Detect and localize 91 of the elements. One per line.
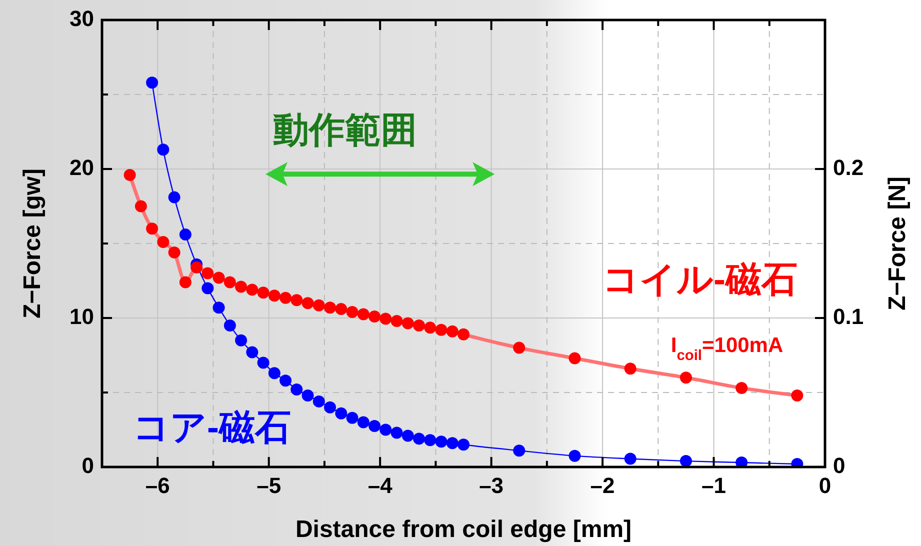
point <box>736 382 748 394</box>
point <box>458 438 470 451</box>
annotation: I$_{coil}$=100mA <box>670 334 784 364</box>
point <box>402 317 414 330</box>
point <box>368 420 381 432</box>
point <box>736 456 748 467</box>
point <box>280 374 292 387</box>
series-label: コイル-磁石 <box>602 258 798 300</box>
y2-tick-label: 0.2 <box>833 154 864 180</box>
point <box>202 282 214 294</box>
point <box>190 261 203 274</box>
point <box>146 222 158 235</box>
point <box>157 144 170 156</box>
point <box>257 356 270 369</box>
point <box>335 407 348 420</box>
point <box>212 302 225 314</box>
point <box>680 372 692 384</box>
x-tick-label: –4 <box>368 473 394 498</box>
point <box>324 302 336 314</box>
point <box>224 319 236 332</box>
point <box>312 395 325 408</box>
point <box>179 228 192 241</box>
point <box>435 436 448 448</box>
y-tick-label: 30 <box>70 6 94 31</box>
point <box>346 306 358 318</box>
point <box>224 276 236 288</box>
point <box>202 267 214 280</box>
point <box>390 426 403 439</box>
point <box>402 430 414 442</box>
point <box>413 319 426 332</box>
y-tick-label: 10 <box>70 304 94 329</box>
point <box>157 236 170 248</box>
y2-tick-label: 0 <box>833 452 846 478</box>
point <box>791 389 804 402</box>
y2-tick-label: 0.1 <box>833 304 864 329</box>
point <box>268 367 280 380</box>
x-tick-label: –3 <box>479 473 504 498</box>
point <box>380 424 392 436</box>
point <box>168 191 180 204</box>
point <box>357 416 370 428</box>
x-tick-label: –5 <box>256 473 282 498</box>
x-axis-title: Distance from coil edge [mm] <box>295 516 632 543</box>
point <box>624 452 636 465</box>
point <box>168 246 180 258</box>
point <box>268 290 280 302</box>
point <box>424 322 436 334</box>
x-tick-label: 0 <box>818 473 832 498</box>
point <box>335 303 348 316</box>
point <box>390 314 403 327</box>
point <box>446 437 458 450</box>
point <box>413 432 426 445</box>
point <box>302 389 314 402</box>
point <box>568 352 581 364</box>
point <box>246 284 258 296</box>
y-tick-label: 0 <box>82 452 94 478</box>
point <box>680 455 692 467</box>
point <box>324 401 336 414</box>
point <box>368 310 381 323</box>
point <box>346 412 358 424</box>
y-axis-title: Z−Force [gw] <box>19 168 46 319</box>
point <box>134 200 147 212</box>
point <box>280 292 292 304</box>
point <box>290 384 303 396</box>
y-tick-label: 20 <box>70 154 94 180</box>
point <box>290 294 303 306</box>
point <box>357 308 370 320</box>
point <box>513 342 526 354</box>
point <box>257 286 270 299</box>
point <box>146 76 158 89</box>
x-tick-label: –1 <box>702 473 726 498</box>
point <box>458 328 470 340</box>
point <box>312 299 325 312</box>
annotation: 動作範囲 <box>273 109 418 150</box>
series-label: コア-磁石 <box>133 406 291 448</box>
point <box>513 444 526 457</box>
point <box>179 276 192 288</box>
point <box>212 272 225 284</box>
x-tick-label: –6 <box>145 473 170 498</box>
point <box>380 312 392 325</box>
point <box>568 450 581 462</box>
point <box>235 334 248 346</box>
point <box>446 325 458 338</box>
point <box>235 280 248 293</box>
point <box>302 297 314 310</box>
point <box>424 434 436 446</box>
y2-axis-title: Z−Force [N] <box>884 176 911 311</box>
point <box>246 346 258 358</box>
x-tick-label: –2 <box>590 473 615 498</box>
point <box>624 362 636 375</box>
point <box>124 168 136 181</box>
point <box>435 324 448 336</box>
